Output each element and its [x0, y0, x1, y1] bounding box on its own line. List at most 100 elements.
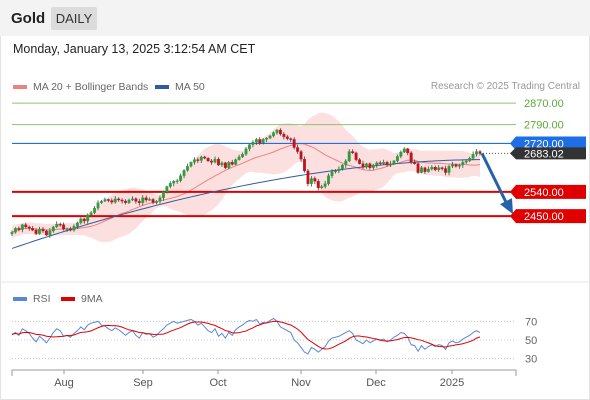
candle-body	[124, 200, 128, 203]
candle-body	[41, 228, 45, 232]
candle-body	[172, 181, 176, 184]
candle-body	[31, 228, 35, 231]
candle-body	[241, 154, 245, 158]
candle-body	[299, 151, 303, 160]
target-level-label: 2870.00	[524, 98, 564, 110]
candle-body	[127, 199, 131, 203]
candle-body	[247, 144, 251, 149]
candle-body	[444, 168, 448, 173]
candle-body	[344, 160, 348, 166]
candle-body	[227, 162, 231, 168]
candle-body	[251, 141, 255, 145]
candle-body	[313, 178, 317, 182]
pivot-level-tag	[510, 136, 586, 151]
candle-body	[189, 162, 193, 167]
support-level-label: 2540.00	[524, 187, 564, 199]
candle-body	[24, 224, 28, 228]
candle-body	[192, 159, 196, 163]
candle-body	[416, 163, 420, 173]
forecast-arrow-head	[500, 198, 513, 215]
candle-body	[51, 226, 55, 232]
header-bar: Gold DAILY	[0, 0, 590, 36]
candle-body	[292, 139, 296, 148]
candle-body	[82, 218, 86, 222]
support-level-tag	[510, 184, 586, 199]
candle-body	[475, 151, 479, 155]
candle-body	[440, 167, 444, 169]
x-axis-month-label: Aug	[54, 377, 74, 389]
candle-body	[309, 178, 313, 184]
candle-body	[468, 158, 472, 162]
candle-body	[89, 212, 93, 215]
timeframe-tab[interactable]: DAILY	[51, 7, 97, 30]
candle-body	[364, 163, 368, 168]
candle-body	[100, 200, 103, 203]
rsi-tick-label: 70	[525, 316, 537, 328]
candle-body	[368, 163, 372, 168]
candle-body	[148, 199, 152, 201]
legend-rsi: RSI	[13, 293, 51, 305]
candle-body	[27, 226, 31, 229]
candle-body	[175, 180, 179, 182]
candle-body	[375, 162, 379, 166]
candle-body	[210, 160, 214, 163]
x-axis-month-label: 2025	[440, 377, 464, 389]
candle-body	[199, 156, 203, 161]
candle-body	[113, 198, 117, 203]
candle-body	[382, 162, 386, 164]
candle-body	[451, 164, 454, 167]
candle-body	[285, 136, 289, 139]
rsi-label: RSI	[33, 293, 51, 305]
candle-body	[420, 167, 423, 173]
candle-body	[234, 159, 238, 165]
candle-body	[161, 191, 165, 198]
candle-body	[165, 186, 169, 193]
candle-body	[334, 170, 337, 173]
candle-body	[385, 162, 389, 166]
candle-body	[58, 224, 62, 226]
x-axis-month-label: Nov	[291, 377, 311, 389]
ma50-line	[11, 159, 481, 249]
candle-body	[144, 197, 148, 201]
candle-body	[86, 214, 90, 222]
candle-body	[423, 167, 427, 172]
candle-body	[358, 159, 362, 164]
candle-body	[347, 151, 351, 162]
research-credit: Research © 2025 Trading Central	[430, 81, 580, 92]
rsi-swatch	[13, 297, 27, 302]
support-level-label: 2450.00	[524, 211, 564, 223]
rsi-tick-label: 30	[525, 354, 537, 366]
candle-body	[34, 230, 38, 234]
candle-body	[120, 199, 124, 202]
candle-body	[272, 132, 275, 137]
x-axis-month-label: Dec	[366, 377, 386, 389]
candle-body	[217, 158, 220, 166]
instrument-title: Gold	[11, 10, 46, 27]
candle-body	[151, 199, 155, 203]
candle-body	[406, 148, 410, 154]
candle-body	[79, 218, 83, 224]
legend-9ma: 9MA	[61, 293, 103, 305]
candle-body	[13, 228, 17, 233]
candle-body	[389, 163, 392, 166]
candle-body	[337, 168, 341, 172]
candle-body	[186, 166, 189, 171]
rsi-9ma-line	[11, 320, 481, 350]
candle-body	[303, 158, 306, 172]
support-level-tag	[510, 209, 586, 224]
candle-body	[130, 198, 134, 201]
candle-body	[275, 129, 279, 133]
candle-body	[65, 228, 69, 230]
candle-body	[433, 167, 437, 170]
candle-body	[206, 158, 210, 162]
candle-body	[327, 175, 331, 184]
candle-body	[230, 162, 234, 165]
candle-body	[141, 197, 145, 203]
candle-body	[437, 167, 441, 170]
ma50-swatch	[155, 85, 169, 90]
candle-body	[402, 148, 406, 153]
candle-body	[137, 201, 141, 203]
x-axis-month-label: Oct	[209, 377, 226, 389]
candle-body	[93, 207, 97, 213]
